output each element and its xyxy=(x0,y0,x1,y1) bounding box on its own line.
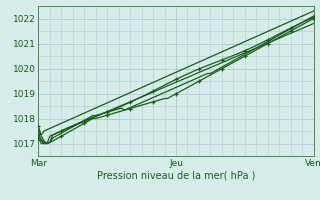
X-axis label: Pression niveau de la mer( hPa ): Pression niveau de la mer( hPa ) xyxy=(97,171,255,181)
